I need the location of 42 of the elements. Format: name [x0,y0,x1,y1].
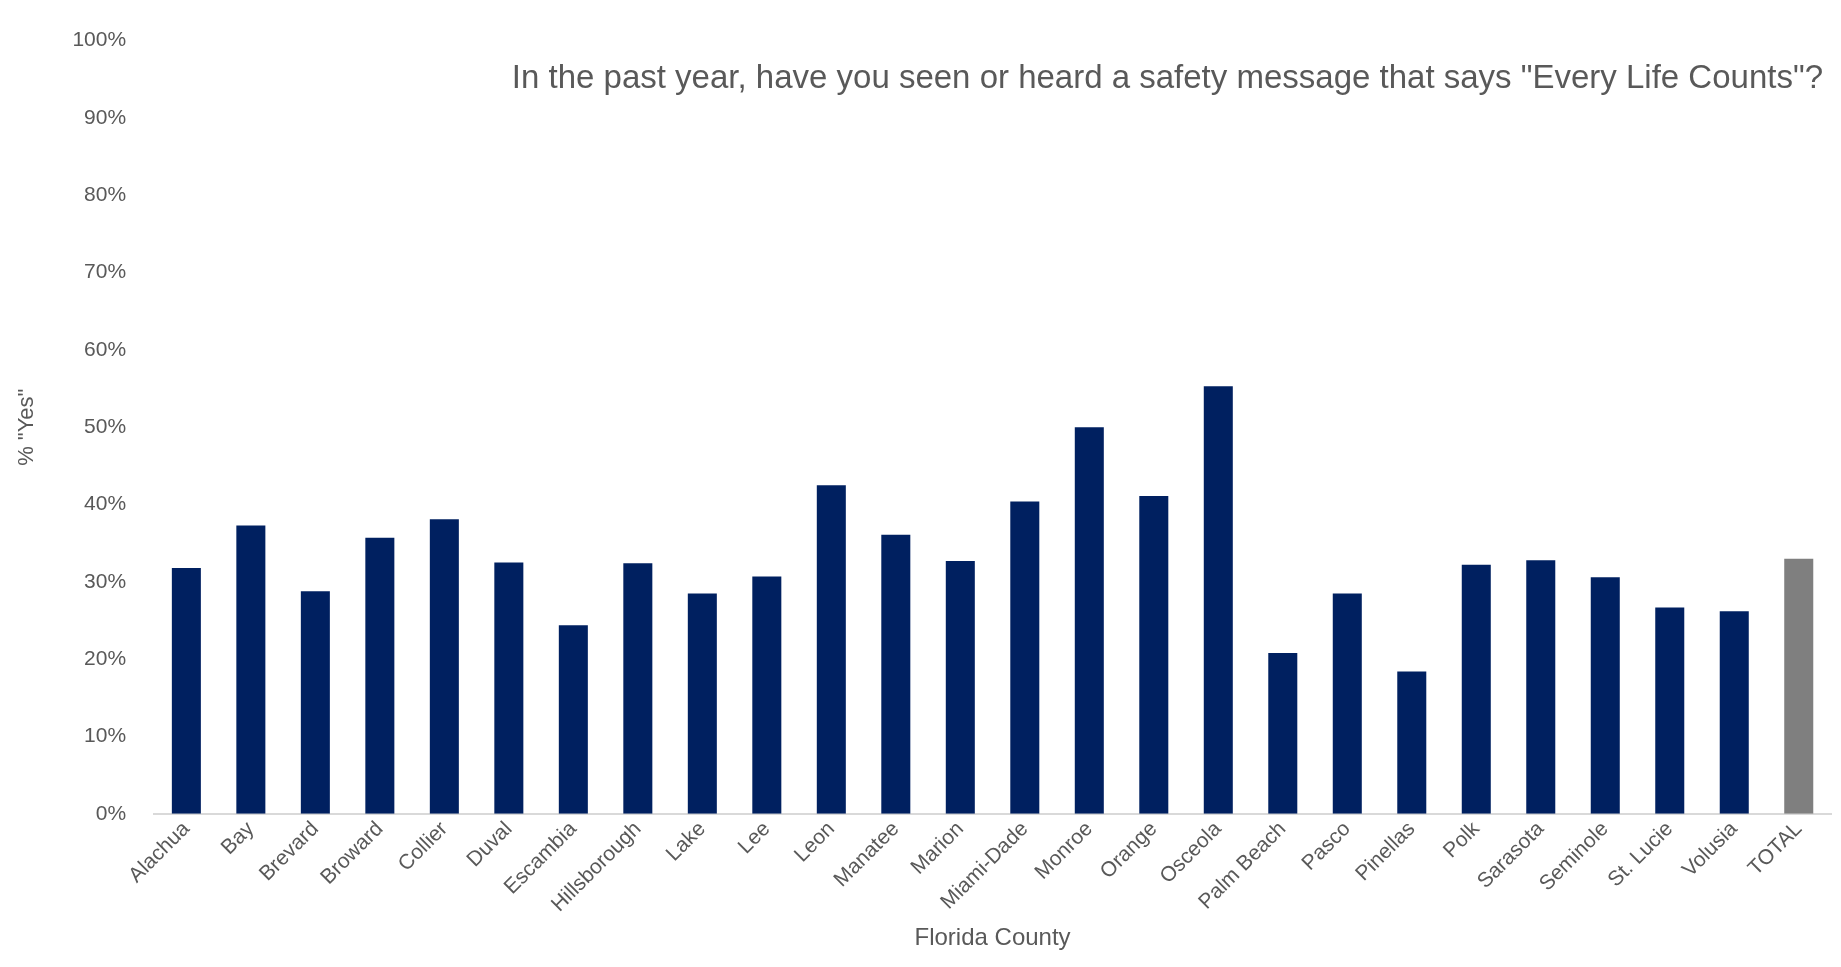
x-tick-label: Lee [732,816,774,858]
bar [1590,577,1620,814]
bar [1203,386,1233,814]
bar [300,591,330,814]
y-tick-label: 0% [95,800,127,824]
bar [1397,671,1427,814]
bar [494,562,524,814]
bar [171,567,201,814]
y-tick-label: 10% [84,723,127,747]
y-tick-label: 20% [84,645,127,669]
bar [816,485,846,814]
bar [945,560,975,814]
y-tick-label: 90% [84,104,127,128]
text: In the past year, have you seen or heard a safety message that says "Every Life Counts"? [511,57,1823,95]
bar [1719,611,1749,814]
y-tick-label: 60% [84,336,127,360]
bar [1526,560,1556,814]
bar [752,576,782,814]
bar [236,525,266,814]
x-tick-label: Bay [215,816,259,859]
bar [881,534,911,814]
y-tick-label: 70% [84,259,127,283]
bar [1010,501,1040,814]
bar [365,537,395,814]
bar [687,593,717,814]
bar [623,563,653,814]
bar [1655,607,1685,814]
y-tick-label: 40% [84,491,127,515]
bar [429,519,459,814]
bar [1139,496,1169,814]
bar [1074,427,1104,814]
bar [1268,653,1298,814]
bar [1784,558,1814,814]
y-tick-label: 80% [84,182,127,206]
bar [1332,593,1362,814]
x-axis-title: Florida County [914,923,1071,951]
y-tick-label: 30% [84,568,127,592]
y-axis-title: % "Yes" [13,388,39,466]
y-tick-label: 50% [84,414,127,438]
bar [558,625,588,814]
y-tick-label: 100% [72,27,127,51]
bar [1461,564,1491,814]
